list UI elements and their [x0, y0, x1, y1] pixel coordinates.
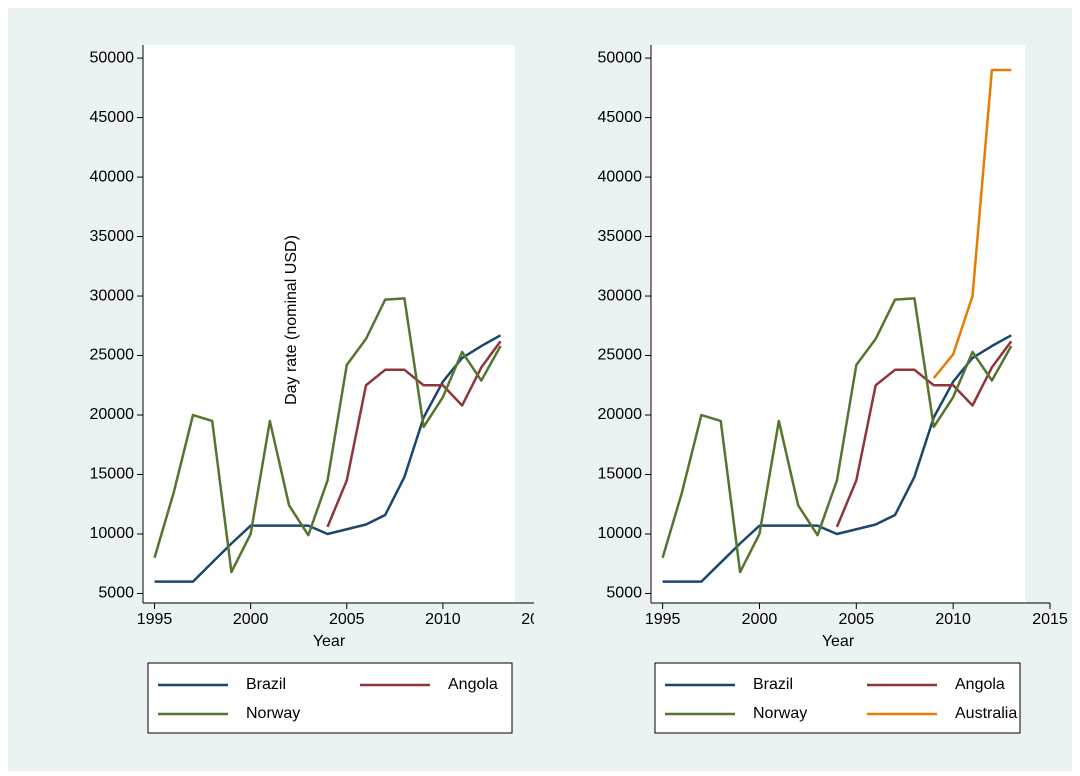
y-tick-label: 10000 [90, 525, 135, 542]
legend-box [147, 662, 513, 734]
legend-label: Brazil [753, 676, 793, 693]
x-tick-label: 2000 [742, 611, 778, 628]
legend-label: Australia [955, 705, 1017, 722]
legend-label: Brazil [246, 676, 286, 693]
series-line [835, 340, 1013, 528]
y-tick-label: 35000 [598, 228, 643, 245]
x-tick-label: 2015 [521, 611, 557, 628]
y-tick-label: 35000 [90, 228, 135, 245]
x-tick-label: 2000 [233, 611, 269, 628]
x-tick-label: 2005 [839, 611, 875, 628]
y-tick-label: 30000 [90, 287, 135, 304]
y-tick-label: 5000 [98, 585, 134, 602]
x-tick-label: 2005 [329, 611, 365, 628]
legend-label: Angola [955, 676, 1005, 693]
x-axis-title: Year [822, 633, 855, 650]
y-tick-label: 15000 [90, 466, 135, 483]
y-tick-label: 30000 [598, 287, 643, 304]
x-tick-label: 2015 [1032, 611, 1068, 628]
plot-area [651, 45, 1025, 603]
left-panel: 5000 10000 15000 20000 25000 30000 35000 40000 4… [90, 45, 557, 734]
y-tick-label: 45000 [90, 109, 135, 126]
y-tick-label: 50000 [598, 49, 643, 66]
x-tick-label: 2010 [935, 611, 971, 628]
x-tick-label: 1995 [645, 611, 681, 628]
y-tick-label: 45000 [598, 109, 643, 126]
y-tick-label: 25000 [90, 347, 135, 364]
series-line [662, 334, 1012, 583]
y-tick-label: 40000 [598, 168, 643, 185]
y-tick-label: 15000 [598, 466, 643, 483]
series-line [154, 334, 502, 583]
y-tick-label: 40000 [90, 168, 135, 185]
legend-label: Angola [448, 676, 498, 693]
legend-label: Norway [246, 705, 300, 722]
series-line [153, 297, 502, 574]
series-line [932, 68, 1012, 379]
y-tick-label: 10000 [598, 525, 643, 542]
legend-box [654, 662, 1021, 734]
y-tick-label: 25000 [598, 347, 643, 364]
x-axis-title: Year [313, 633, 346, 650]
plot-area [143, 45, 515, 603]
right-panel: 5000 10000 15000 20000 25000 30000 35000 40000 4… [598, 45, 1068, 734]
series-line [326, 340, 502, 528]
y-tick-label: 50000 [90, 49, 135, 66]
y-tick-label: 5000 [606, 585, 642, 602]
legend-label: Norway [753, 705, 807, 722]
y-tick-label: 20000 [598, 406, 643, 423]
series-line [661, 297, 1013, 574]
x-tick-label: 1995 [137, 611, 173, 628]
x-tick-label: 2010 [425, 611, 461, 628]
y-tick-label: 20000 [90, 406, 135, 423]
y-axis-title: Day rate (nominal USD) [283, 235, 300, 405]
